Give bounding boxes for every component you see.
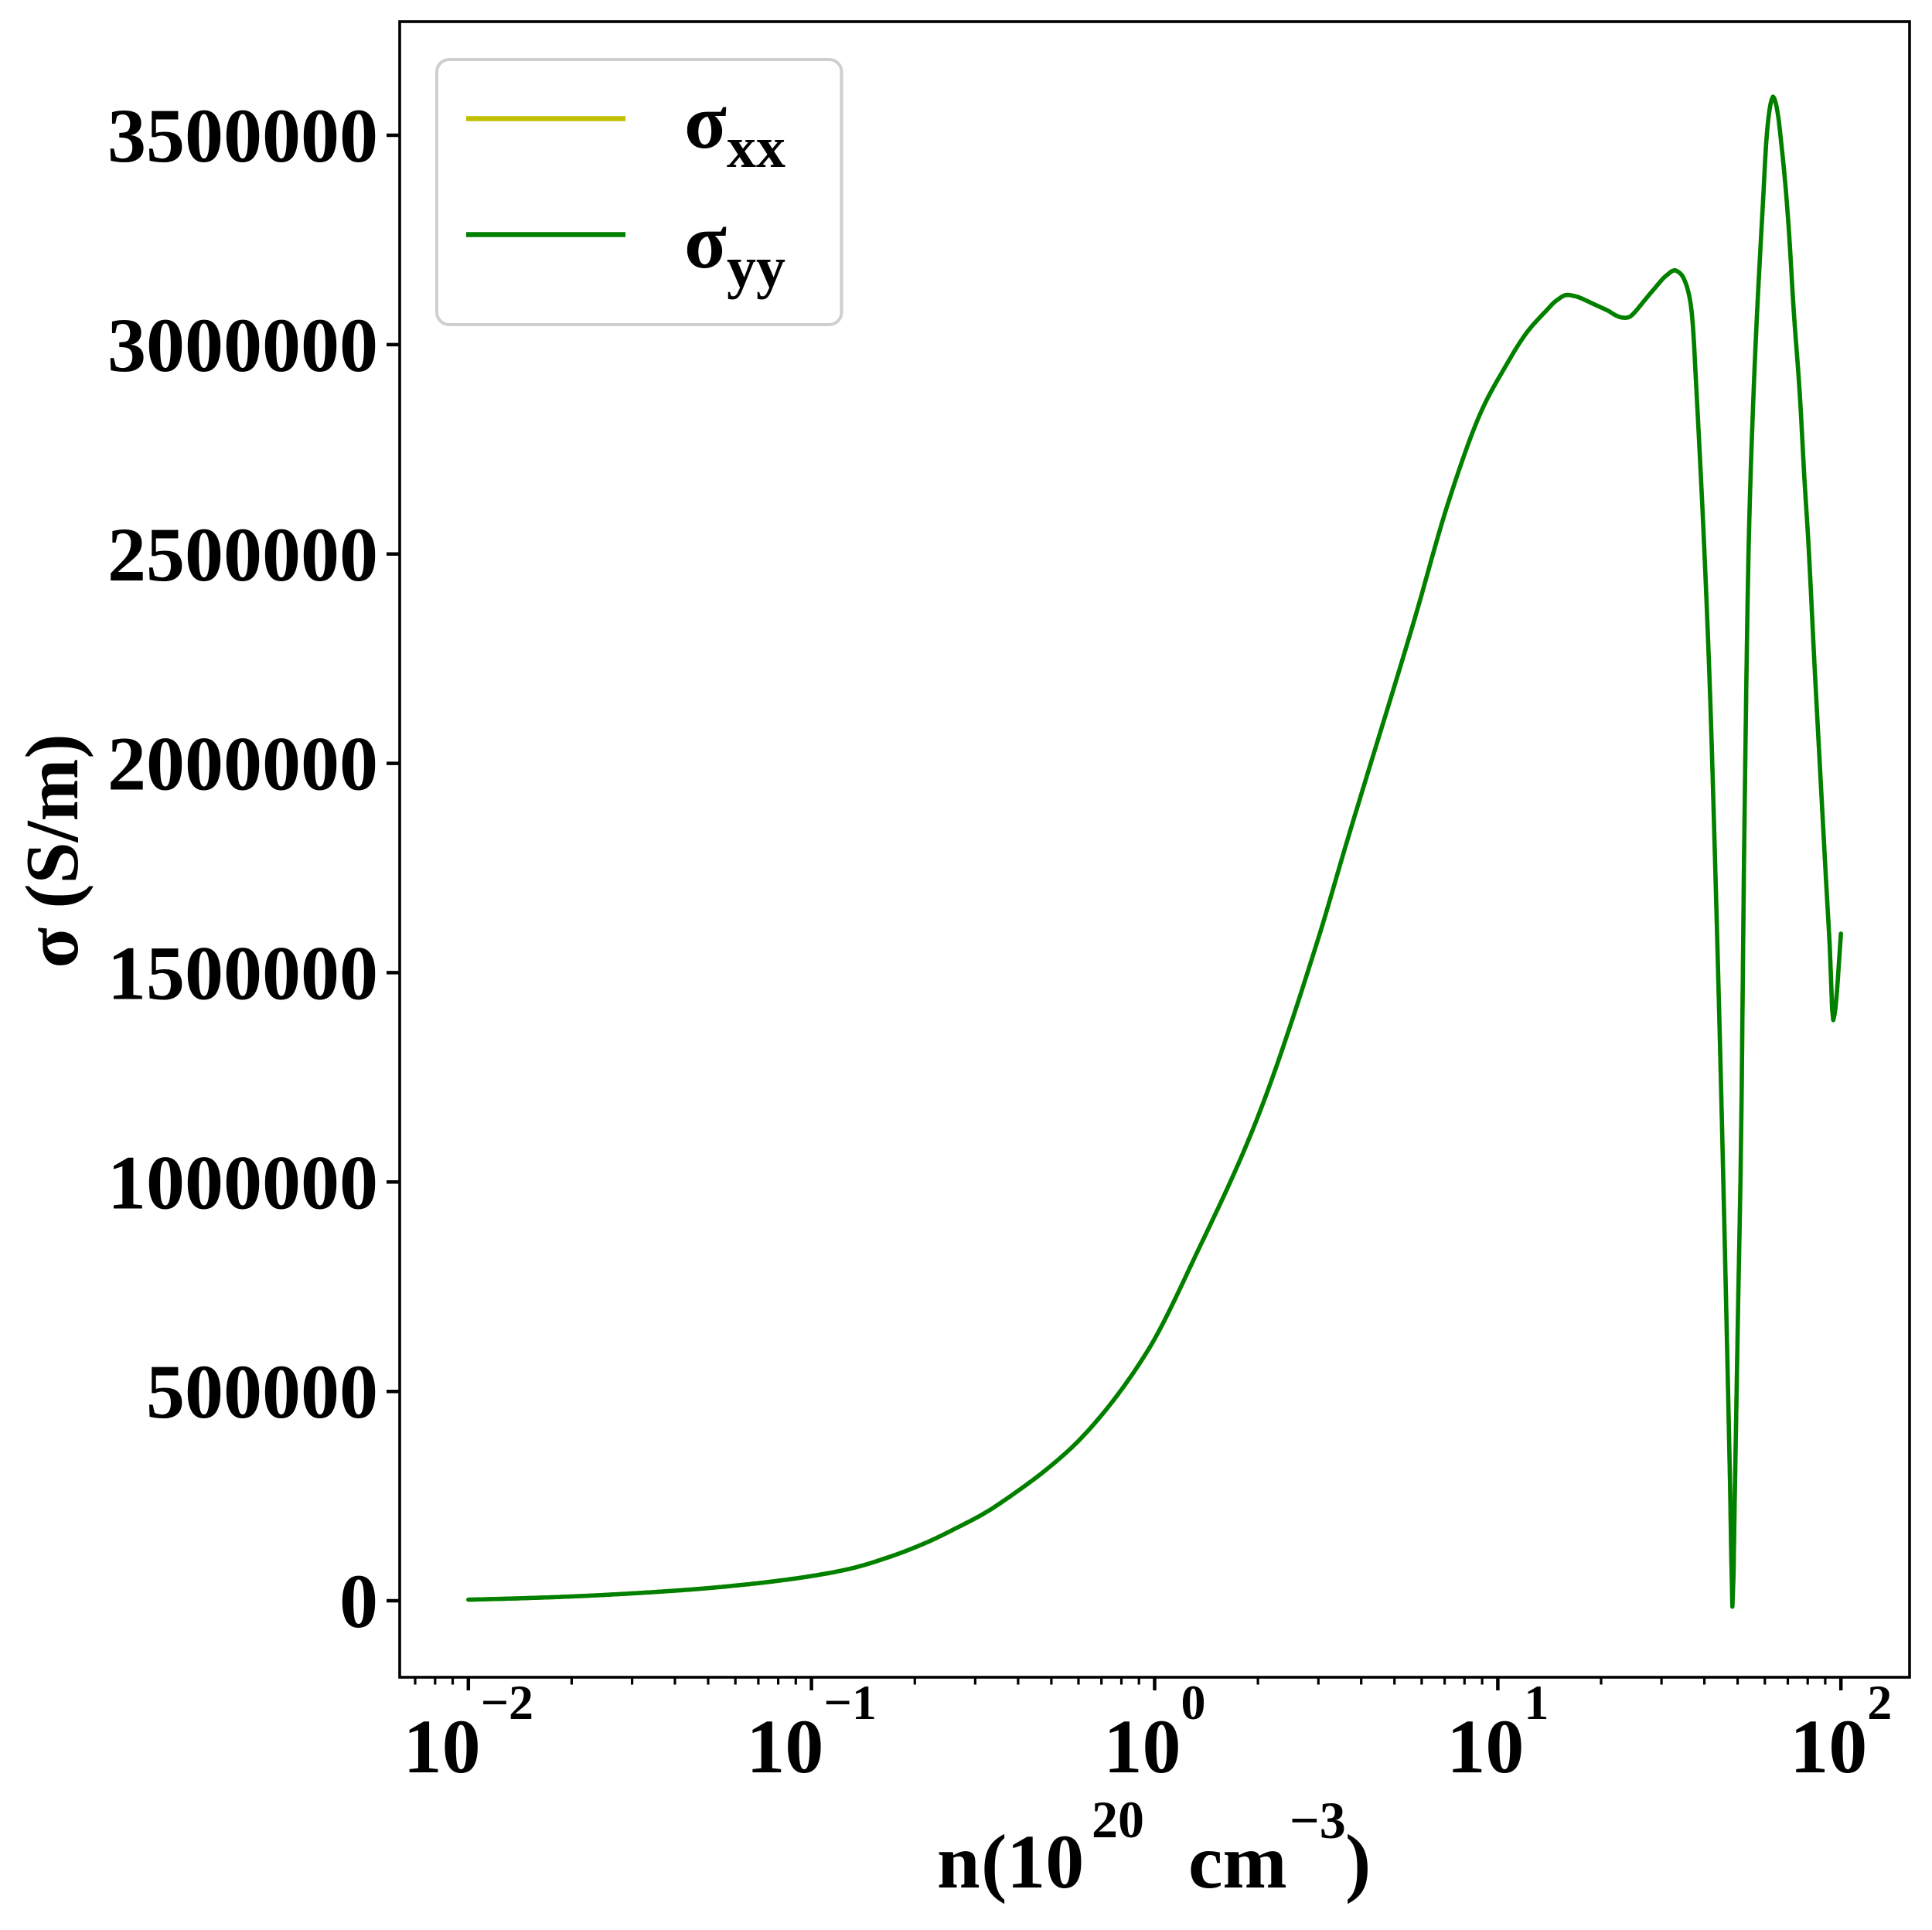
svg-text:3000000: 3000000 — [107, 302, 378, 388]
svg-text:n: n — [937, 1819, 980, 1904]
svg-text:500000: 500000 — [146, 1349, 378, 1435]
svg-text:(10: (10 — [981, 1819, 1084, 1904]
svg-text:20: 20 — [1092, 1790, 1144, 1849]
svg-text:σxx: σxx — [684, 78, 785, 180]
svg-text:1500000: 1500000 — [107, 930, 378, 1016]
svg-text:−3: −3 — [1290, 1791, 1346, 1850]
svg-text:2500000: 2500000 — [107, 512, 378, 597]
svg-text:2000000: 2000000 — [107, 721, 378, 807]
svg-text:0: 0 — [339, 1558, 378, 1644]
svg-text:cm: cm — [1188, 1819, 1287, 1904]
svg-text:σ (S/m): σ (S/m) — [11, 734, 94, 968]
svg-text:3500000: 3500000 — [107, 93, 378, 179]
svg-text:): ) — [1345, 1819, 1371, 1904]
svg-text:1000000: 1000000 — [107, 1139, 378, 1225]
